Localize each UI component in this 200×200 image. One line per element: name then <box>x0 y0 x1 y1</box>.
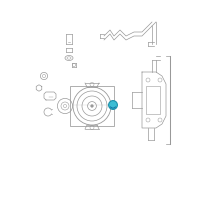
Circle shape <box>91 105 93 107</box>
Bar <box>146 86 160 114</box>
Bar <box>70 86 114 126</box>
Circle shape <box>109 101 117 109</box>
